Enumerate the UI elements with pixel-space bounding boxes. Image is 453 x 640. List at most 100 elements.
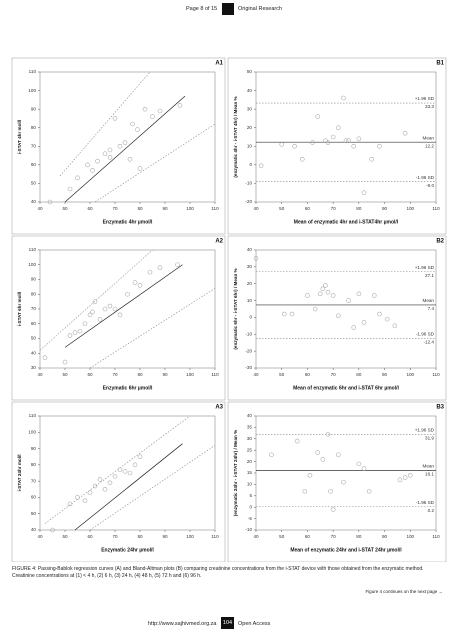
point: [122, 469, 128, 474]
point: [117, 467, 123, 473]
point: [177, 103, 183, 108]
point: [137, 166, 143, 171]
point: [135, 127, 140, 132]
x-tick-label: 50: [62, 534, 68, 539]
plot-area: [255, 249, 437, 369]
y-tick-label: 40: [31, 199, 37, 204]
point: [82, 321, 88, 327]
point: [90, 168, 95, 173]
y-tick-label: 100: [28, 88, 36, 93]
point: [371, 293, 377, 298]
reference-value: 12.2: [425, 143, 434, 148]
y-axis-label: (enzymatic 24hr - i-STAT 24hr) / Mean %: [233, 430, 238, 516]
y-axis-label: i-STAT 6hr mol/l: [17, 292, 22, 327]
regression-line: [74, 443, 183, 531]
x-tick-label: 50: [279, 534, 285, 539]
plot-area: [255, 415, 437, 531]
point: [107, 155, 113, 160]
y-tick-label: 50: [247, 69, 253, 74]
y-tick-label: 30: [247, 436, 253, 441]
x-tick-label: 60: [305, 372, 311, 377]
point: [343, 138, 349, 144]
point: [407, 472, 413, 478]
point: [320, 457, 326, 462]
x-tick-label: 110: [211, 534, 219, 539]
x-tick-label: 100: [186, 206, 194, 211]
x-tick-label: 70: [331, 534, 337, 539]
x-tick-label: 110: [432, 206, 440, 211]
y-tick-label: 25: [247, 447, 253, 452]
reference-value: 31.9: [425, 436, 434, 441]
point: [92, 299, 98, 304]
y-tick-label: -30: [245, 365, 252, 370]
point: [281, 311, 287, 317]
reference-value: 16.1: [425, 472, 434, 477]
y-tick-label: 100: [28, 262, 36, 267]
point: [150, 114, 155, 119]
point: [335, 452, 341, 458]
y-tick-label: 10: [247, 144, 253, 149]
point: [47, 199, 53, 205]
point: [377, 143, 382, 149]
panel-frame: [227, 57, 447, 235]
y-tick-label: 0: [249, 315, 252, 320]
plot-area: [39, 249, 216, 369]
y-tick-label: -20: [245, 348, 252, 353]
y-tick-label: 50: [31, 336, 37, 341]
point: [130, 121, 135, 127]
x-tick-label: 70: [112, 534, 118, 539]
y-tick-label: 50: [31, 511, 37, 516]
header-box: [222, 3, 234, 15]
point: [132, 280, 138, 285]
point: [102, 151, 108, 157]
y-axis-label: i-STAT 24hr mol/l: [17, 454, 22, 491]
y-tick-label: -10: [245, 527, 252, 532]
x-tick-label: 100: [406, 372, 414, 377]
reference-name: +1.96 SD: [415, 428, 435, 433]
point: [315, 114, 321, 119]
x-tick-label: 80: [137, 206, 143, 211]
point: [325, 289, 331, 295]
y-tick-label: 80: [31, 125, 37, 130]
x-tick-label: 60: [87, 534, 93, 539]
reference-name: -1.96 SD: [416, 332, 435, 337]
x-tick-label: 40: [37, 372, 43, 377]
y-tick-label: 70: [31, 306, 37, 311]
point: [137, 283, 143, 288]
y-tick-label: 50: [31, 181, 37, 186]
x-tick-label: 40: [253, 534, 259, 539]
point: [279, 142, 285, 147]
point: [157, 108, 163, 114]
point: [107, 303, 113, 309]
panel-label: A3: [215, 405, 223, 411]
point: [341, 95, 346, 101]
panel-label: B2: [436, 239, 444, 245]
x-tick-label: 40: [253, 206, 259, 211]
y-tick-label: 70: [31, 478, 37, 483]
point: [361, 320, 367, 325]
point: [67, 186, 73, 192]
regression-line: [64, 264, 183, 348]
y-tick-label: 20: [247, 125, 253, 130]
point: [82, 498, 88, 503]
point: [127, 470, 133, 476]
footer-access: Open Access: [238, 621, 271, 627]
x-tick-label: 50: [279, 206, 285, 211]
point: [92, 483, 98, 489]
point: [330, 134, 336, 140]
point: [127, 156, 133, 162]
point: [341, 479, 346, 485]
y-tick-label: 60: [31, 495, 37, 500]
x-tick-label: 40: [37, 206, 43, 211]
point: [97, 477, 103, 482]
point: [72, 330, 78, 335]
y-tick-label: 20: [247, 281, 253, 286]
panel-label: A2: [215, 239, 223, 245]
y-tick-label: 110: [29, 247, 37, 252]
x-tick-label: 100: [186, 372, 194, 377]
y-tick-label: 100: [28, 430, 36, 435]
x-tick-label: 70: [112, 372, 118, 377]
y-tick-label: 60: [31, 321, 37, 326]
reference-value: 27.1: [425, 273, 434, 278]
caption: FIGURE 4: Passing-Bablok regression curv…: [12, 566, 424, 579]
